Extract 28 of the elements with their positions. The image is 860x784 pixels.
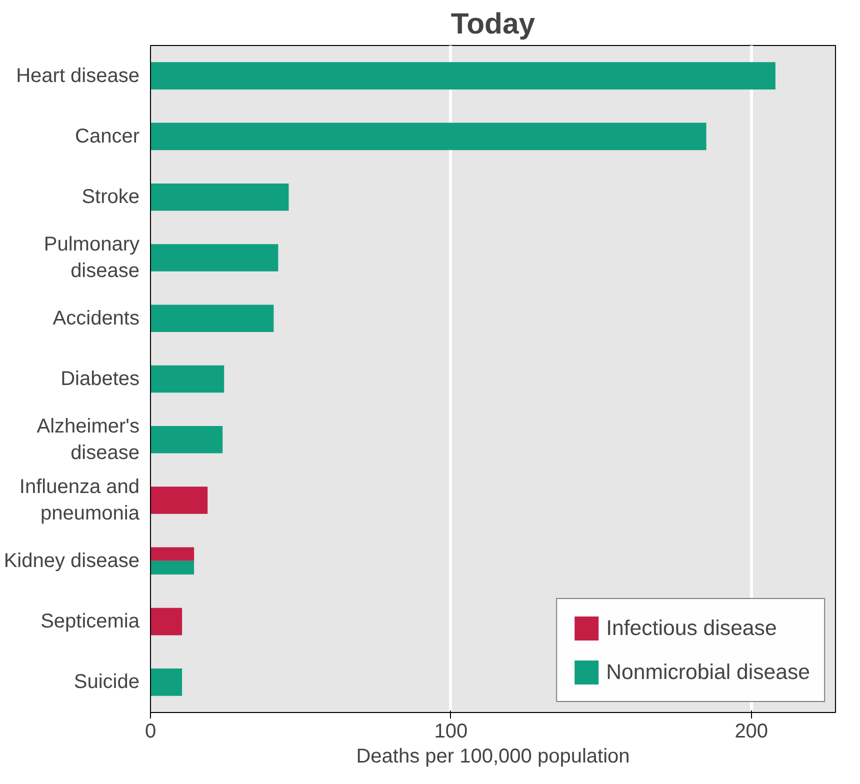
y-tick-label: Stroke [82,186,140,208]
bar [150,608,182,636]
bar [150,668,182,696]
bar [150,365,224,393]
legend-label: Infectious disease [606,616,777,640]
y-tick-label: Kidney disease [4,550,140,572]
y-tick-label: Heart disease [16,64,140,87]
legend-label: Nonmicrobial disease [606,660,810,684]
y-tick-label: Diabetes [60,368,140,390]
x-tick-label: 100 [434,720,468,742]
x-axis-title: Deaths per 100,000 population [356,746,630,768]
y-tick-label: Septicemia [40,610,140,633]
y-tick-label: Accidents [52,307,140,330]
bar [150,244,278,272]
bar [150,122,706,150]
bar [150,426,223,454]
y-tick-label: Pulmonary disease [44,234,140,282]
bar [150,486,208,514]
chart-title: Today [450,8,536,40]
y-tick-label: Influenza and pneumonia [19,476,140,524]
x-tick-label: 200 [734,720,768,742]
y-tick-label: Alzheimer's disease [36,415,140,464]
bar [150,62,776,90]
x-tick-label: 0 [144,720,156,742]
bar [150,183,289,211]
y-tick-label: Suicide [74,671,140,694]
y-tick-label: Cancer [75,125,140,148]
bar [150,304,274,332]
